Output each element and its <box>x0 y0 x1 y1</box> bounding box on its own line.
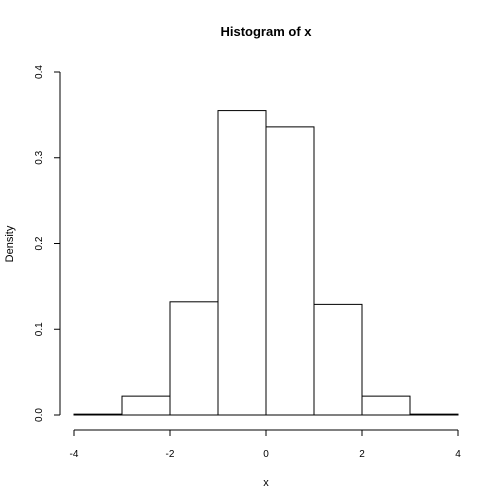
histogram-bar-1 <box>121 395 171 416</box>
y-tick-label-1: 0.1 <box>34 322 45 336</box>
histogram-bar-5 <box>313 303 363 416</box>
chart-title: Histogram of x <box>220 24 312 39</box>
x-tick-label-3: 2 <box>359 449 365 460</box>
histogram-bar-4 <box>265 126 315 416</box>
bars-group <box>73 110 459 416</box>
y-tick-label-0: 0.0 <box>34 408 45 422</box>
x-axis: -4 -2 0 2 4 <box>70 429 461 460</box>
y-axis-label: Density <box>4 225 16 262</box>
x-axis-label: x <box>263 477 269 489</box>
x-tick-label-2: 0 <box>263 449 269 460</box>
x-tick-label-4: 4 <box>455 449 461 460</box>
y-tick-label-2: 0.2 <box>34 236 45 250</box>
y-tick-label-4: 0.4 <box>34 65 45 79</box>
histogram-bar-6 <box>361 395 411 416</box>
y-axis: 0.0 0.1 0.2 0.3 0.4 <box>34 65 61 422</box>
histogram-bar-0 <box>73 413 123 416</box>
x-tick-label-0: -4 <box>70 449 79 460</box>
histogram-bar-2 <box>169 301 219 416</box>
x-tick-label-1: -2 <box>166 449 175 460</box>
histogram-bar-3 <box>217 110 267 416</box>
y-tick-label-3: 0.3 <box>34 150 45 164</box>
histogram-bar-7 <box>409 413 459 416</box>
